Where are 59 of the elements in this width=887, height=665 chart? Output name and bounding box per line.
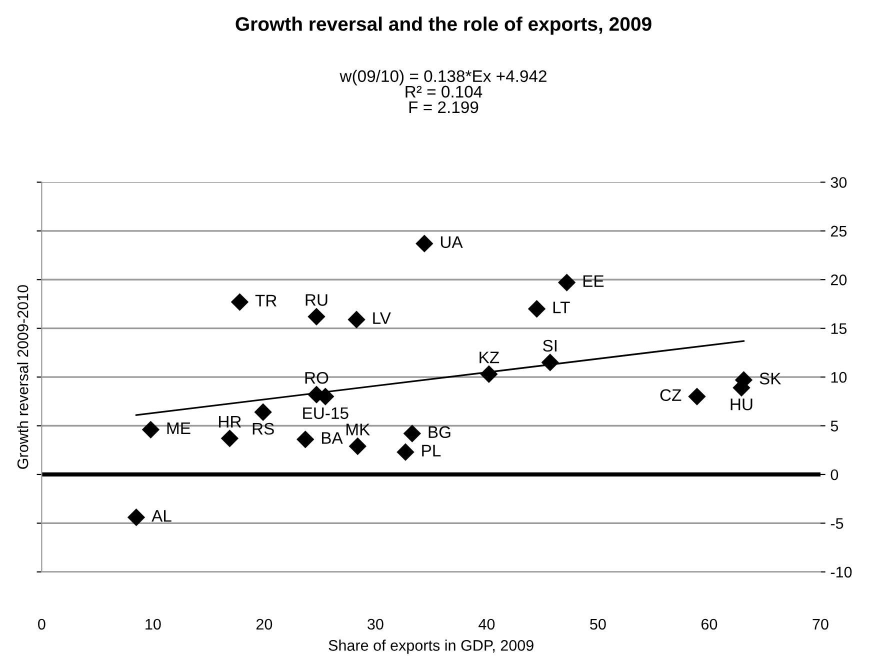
point — [688, 388, 706, 406]
annotation: SK — [760, 372, 782, 384]
annotation: RO — [305, 372, 328, 384]
annotation: UA — [440, 236, 463, 248]
chart-subtitle: w(09/10) = 0.138*Ex +4.942 R² = 0.104 F = 2.199 — [340, 70, 546, 114]
annotation: TR — [255, 294, 276, 306]
point — [142, 421, 160, 438]
annotation: LV — [373, 312, 391, 324]
y-tick-label: 20 — [830, 274, 847, 286]
annotation: AL — [152, 510, 172, 522]
point — [348, 311, 366, 328]
x-tick-label: 30 — [368, 618, 384, 630]
annotation: SI — [543, 340, 556, 352]
point — [308, 308, 326, 326]
point — [231, 293, 248, 311]
point — [542, 354, 559, 371]
y-tick-label: 5 — [830, 420, 838, 432]
y-tick-label: -5 — [830, 518, 844, 529]
point — [296, 430, 314, 448]
annotation: PL — [422, 444, 441, 456]
annotation: RU — [306, 294, 328, 306]
point — [396, 444, 414, 461]
x-tick-label: 40 — [478, 618, 495, 630]
annotation: MK — [346, 424, 370, 436]
x-tick-label: 70 — [812, 618, 828, 630]
point — [349, 438, 366, 455]
annotation: HR — [219, 416, 241, 428]
annotation: EE — [583, 275, 604, 287]
annotation: EU-15 — [303, 407, 348, 420]
annotation: BA — [322, 432, 343, 444]
annotation: KZ — [480, 352, 500, 364]
y-axis-title: Growth reversal 2009-2010 — [17, 285, 28, 469]
annotation: BG — [428, 426, 450, 438]
point — [416, 235, 433, 252]
annotation: ME — [167, 422, 190, 434]
y-tick-label: -10 — [830, 566, 852, 578]
point — [404, 425, 421, 442]
x-axis-title: Share of exports in GDP, 2009 — [328, 640, 534, 654]
point — [558, 274, 576, 292]
x-tick-label: 20 — [256, 618, 272, 630]
x-tick-label: 10 — [146, 618, 161, 630]
x-tick-label: 50 — [590, 618, 606, 630]
y-tick-label: 30 — [830, 177, 847, 188]
point — [528, 300, 546, 318]
y-tick-label: 0 — [830, 469, 838, 480]
point — [254, 404, 272, 421]
y-tick-label: 15 — [831, 323, 847, 334]
annotation: LT — [553, 302, 570, 314]
annotation: RS — [252, 422, 274, 435]
point — [480, 366, 498, 383]
point — [128, 508, 145, 526]
chart-title: Growth reversal and the role of exports, 2009 — [236, 16, 652, 35]
y-tick-label: 25 — [830, 226, 847, 237]
point — [221, 430, 238, 447]
x-tick-label: 0 — [38, 618, 46, 630]
annotation: CZ — [660, 389, 682, 402]
y-tick-label: 10 — [831, 372, 847, 383]
annotation: HU — [730, 398, 752, 410]
x-tick-label: 60 — [702, 618, 718, 630]
